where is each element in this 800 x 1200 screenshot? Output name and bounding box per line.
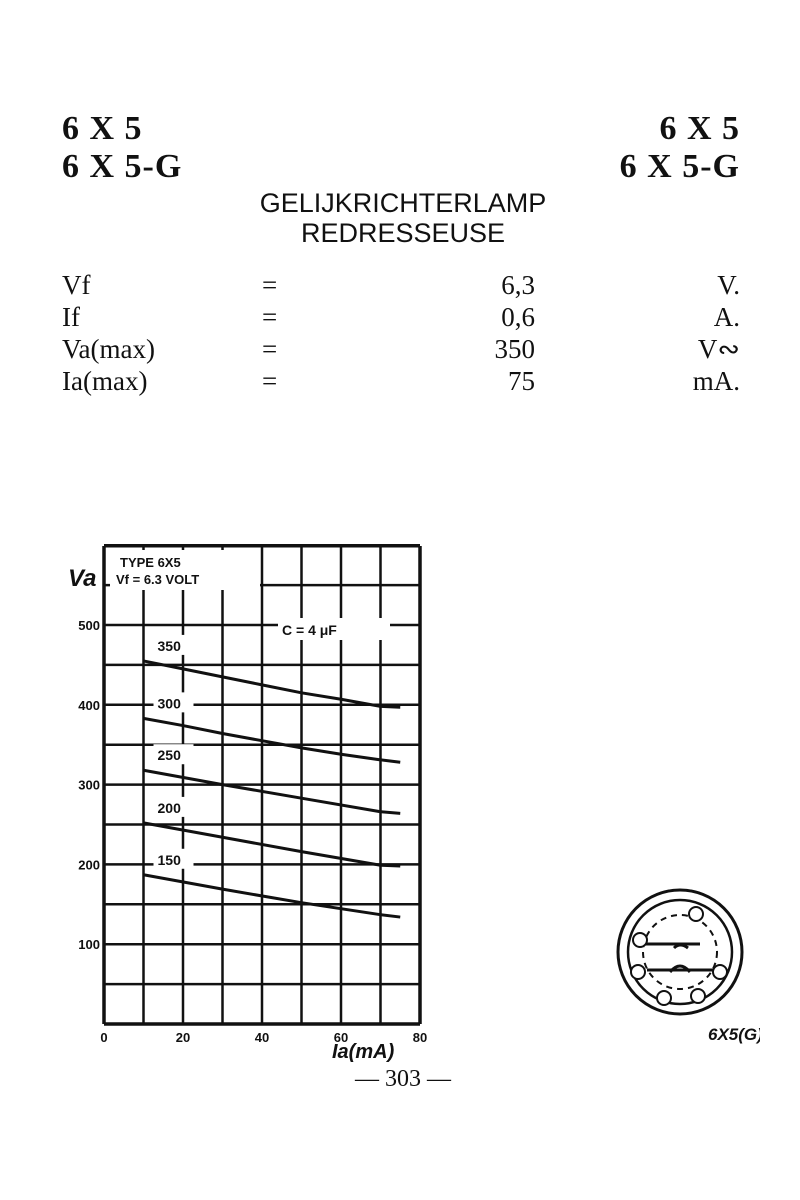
spec-eq: = — [262, 334, 278, 364]
title-french: REDRESSEUSE — [300, 218, 506, 248]
spec-value: 75 — [508, 366, 535, 396]
curve-label-bg — [153, 744, 194, 765]
curve-label-bg — [153, 848, 194, 869]
x-tick-label: 80 — [413, 1030, 427, 1045]
y-tick-label: 400 — [78, 698, 100, 713]
x-axis-label: Ia(mA) — [332, 1041, 395, 1063]
curve-300 — [143, 716, 401, 764]
tube-type-left-1: 6 X 5 — [62, 110, 143, 147]
curve-label-200: 200 — [158, 800, 182, 816]
y-tick-label: 200 — [78, 857, 100, 872]
spec-unit: V. — [717, 270, 740, 300]
spec-unit: A. — [713, 302, 740, 332]
curve-label-250: 250 — [158, 747, 182, 763]
x-tick-label: 60 — [334, 1030, 348, 1045]
spec-name: Va(max) — [62, 334, 155, 364]
spec-name: If — [62, 302, 80, 332]
annotation-type: TYPE 6X5 — [120, 555, 181, 570]
curve-200 — [143, 821, 401, 868]
pin-circles — [630, 906, 728, 1006]
curve-150 — [143, 873, 401, 919]
page-number: — 303 — — [355, 1066, 451, 1092]
curve-label-bg — [153, 796, 194, 817]
curve-label-bg — [153, 692, 194, 713]
spec-name: Vf — [62, 270, 91, 300]
y-tick-label: 300 — [78, 778, 100, 793]
annotation-vf: Vf = 6.3 VOLT — [116, 572, 199, 587]
x-tick-label: 0 — [100, 1030, 107, 1045]
title-dutch: GELIJKRICHTERLAMP — [259, 188, 547, 218]
tube-type-right-1: 6 X 5 — [659, 110, 740, 147]
spec-value: 0,6 — [501, 302, 535, 332]
tube-type-right-2: 6 X 5-G — [619, 148, 740, 185]
annotation-bg — [110, 550, 260, 590]
spec-unit: mA. — [692, 366, 740, 396]
spec-eq: = — [262, 366, 278, 396]
spec-name: Ia(max) — [62, 366, 148, 396]
curve-label-300: 300 — [158, 695, 182, 711]
spec-unit: V∾ — [697, 334, 740, 364]
spec-value: 350 — [494, 334, 536, 364]
y-tick-label: 100 — [78, 937, 100, 952]
curve-label-350: 350 — [158, 638, 182, 654]
x-tick-label: 20 — [176, 1030, 190, 1045]
spec-value: 6,3 — [501, 270, 535, 300]
y-axis-label: Va — [68, 565, 96, 592]
y-tick-label: 500 — [78, 618, 100, 633]
x-tick-label: 40 — [255, 1030, 269, 1045]
base-label: 6X5(G) — [708, 1025, 760, 1044]
annotation-capacitance: C = 4 μF — [282, 622, 337, 638]
curve-250 — [143, 768, 401, 815]
spec-eq: = — [262, 270, 278, 300]
annotation-bg — [278, 618, 390, 640]
spec-eq: = — [262, 302, 278, 332]
curve-350 — [143, 659, 401, 709]
tube-type-left-2: 6 X 5-G — [62, 148, 183, 185]
curve-label-bg — [153, 634, 194, 655]
base-diagram: 6X5(G) — [616, 888, 760, 1044]
curve-label-150: 150 — [158, 852, 182, 868]
